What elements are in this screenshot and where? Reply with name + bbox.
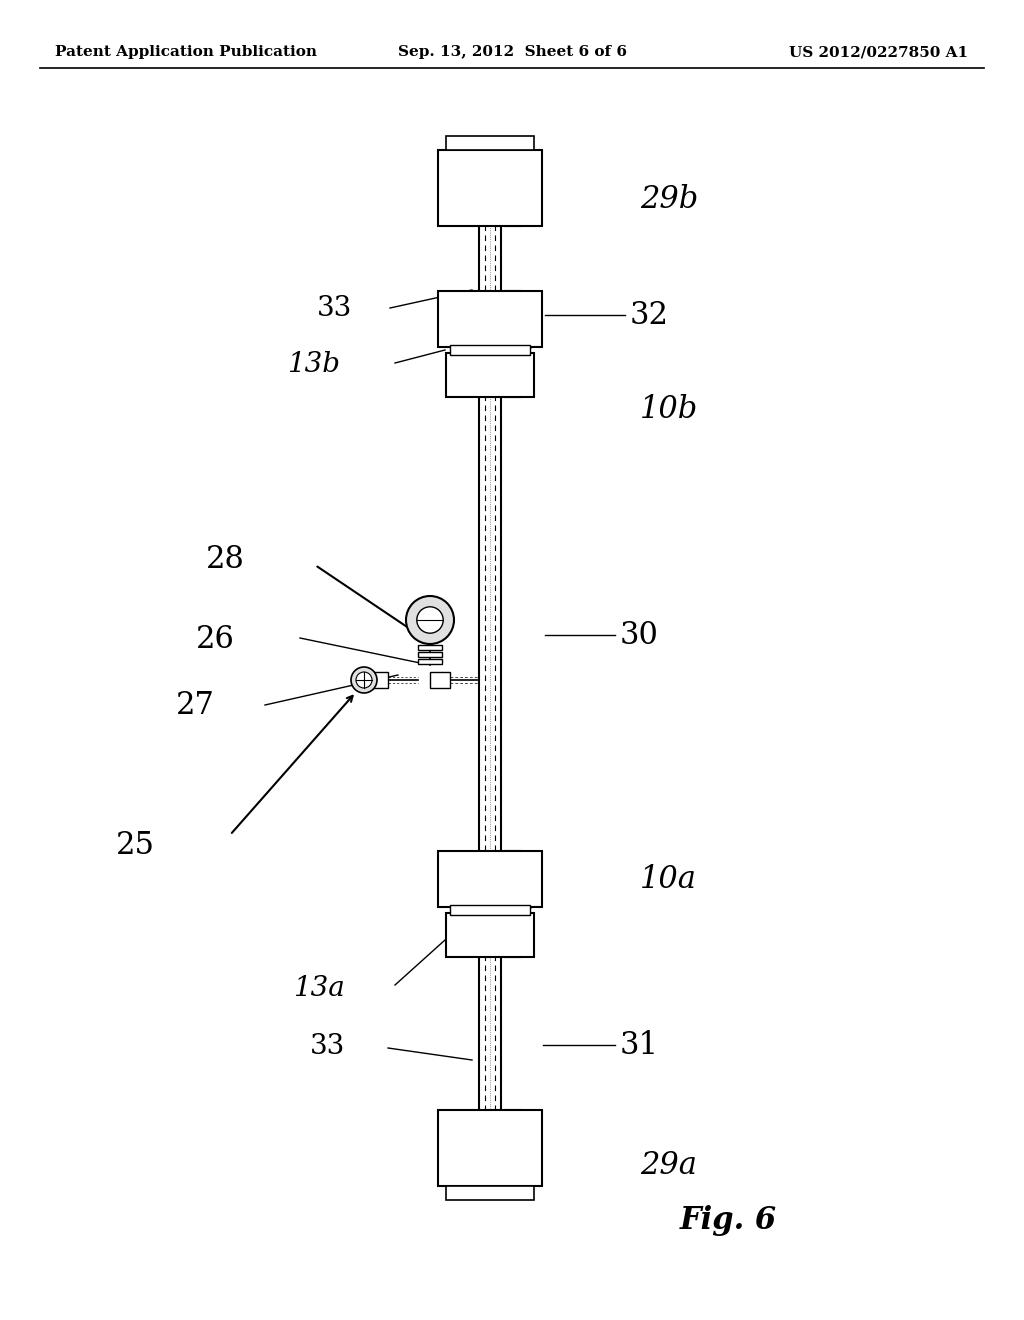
Text: 10b: 10b (640, 395, 698, 425)
Circle shape (351, 667, 377, 693)
Text: 32: 32 (630, 300, 669, 330)
Bar (418, 659, 442, 664)
Text: US 2012/0227850 A1: US 2012/0227850 A1 (788, 45, 968, 59)
Text: Patent Application Publication: Patent Application Publication (55, 45, 317, 59)
Bar (438, 290, 542, 347)
Text: Fig. 6: Fig. 6 (680, 1204, 777, 1236)
Text: 33: 33 (316, 294, 352, 322)
Bar (451, 906, 529, 915)
Bar (418, 652, 442, 657)
Text: 13a: 13a (293, 974, 345, 1002)
Bar (451, 345, 529, 355)
Bar (445, 136, 535, 150)
Circle shape (356, 672, 372, 688)
Text: 31: 31 (620, 1030, 659, 1060)
Text: Sep. 13, 2012  Sheet 6 of 6: Sep. 13, 2012 Sheet 6 of 6 (397, 45, 627, 59)
Bar (430, 672, 450, 688)
Bar (446, 913, 534, 957)
Text: 10a: 10a (640, 865, 697, 895)
Text: 26: 26 (197, 624, 234, 656)
Text: 28: 28 (206, 544, 245, 576)
Text: 29b: 29b (640, 185, 698, 215)
Text: 33: 33 (309, 1032, 345, 1060)
Bar (418, 645, 442, 649)
Bar (445, 1185, 535, 1200)
Text: 25: 25 (116, 829, 155, 861)
Bar (438, 851, 542, 907)
Text: 29a: 29a (640, 1150, 697, 1180)
Text: 30: 30 (620, 619, 658, 651)
Text: 27: 27 (176, 689, 215, 721)
Circle shape (417, 607, 443, 634)
Circle shape (406, 597, 454, 644)
Bar (438, 1110, 542, 1185)
Bar (446, 352, 534, 397)
Text: 13b: 13b (287, 351, 340, 379)
Bar (438, 150, 542, 226)
Bar (368, 672, 388, 688)
